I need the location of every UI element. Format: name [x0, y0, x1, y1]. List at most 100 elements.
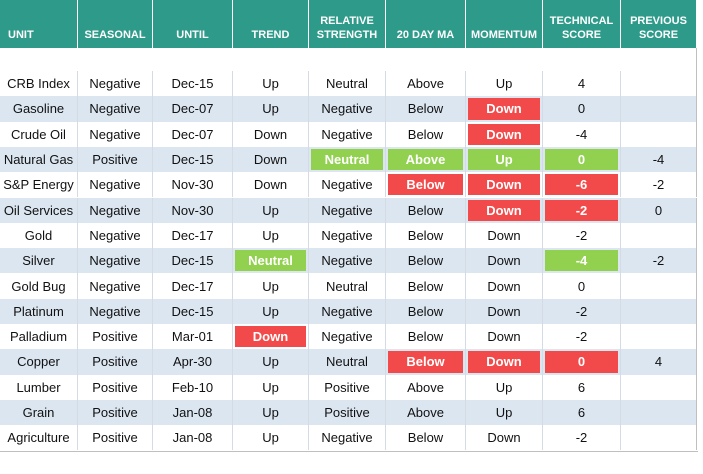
table-cell: Dec-17 — [153, 222, 233, 249]
table-cell: Above — [386, 146, 466, 173]
table-cell: Up — [466, 399, 543, 426]
table-cell: Gasoline — [0, 96, 78, 122]
table-cell: Natural Gas — [0, 146, 78, 173]
table-cell: Platinum — [0, 298, 78, 324]
table-cell: Positive — [78, 374, 153, 400]
table-cell: Neutral — [309, 146, 386, 173]
table-cell: Up — [233, 399, 309, 426]
table-cell: CRB Index — [0, 71, 78, 97]
table-cell: Down — [233, 324, 309, 350]
column-header: UNTIL — [153, 0, 233, 48]
table-cell: Mar-01 — [153, 324, 233, 350]
table-cell: Nov-30 — [153, 172, 233, 198]
table-cell: Positive — [309, 374, 386, 400]
table-cell: Negative — [309, 121, 386, 147]
column-header: SEASONAL — [78, 0, 153, 48]
table-cell: Apr-30 — [153, 349, 233, 375]
table-cell: Negative — [78, 298, 153, 324]
table-cell: Positive — [78, 425, 153, 451]
table-cell: Silver — [0, 248, 78, 274]
table-cell: Nov-30 — [153, 197, 233, 223]
column-header: PREVIOUS SCORE — [621, 0, 697, 48]
highlight: 0 — [545, 351, 618, 373]
highlight: Neutral — [311, 148, 383, 171]
table-cell: 0 — [543, 349, 621, 375]
table-cell: Down — [233, 172, 309, 198]
table-cell: Negative — [78, 273, 153, 299]
table-cell: Below — [386, 222, 466, 249]
highlight: -2 — [545, 199, 618, 221]
table-cell: Below — [386, 172, 466, 198]
column-header: TREND — [233, 0, 309, 48]
table-cell: Negative — [309, 248, 386, 274]
table-cell: -6 — [543, 172, 621, 198]
table-cell: 0 — [543, 273, 621, 299]
table-cell: Negative — [309, 425, 386, 451]
table-cell: Down — [466, 349, 543, 375]
table-cell: Up — [233, 222, 309, 249]
table-cell — [621, 324, 697, 350]
table-cell: Grain — [0, 399, 78, 426]
highlight: Below — [388, 351, 463, 373]
table-cell: Gold Bug — [0, 273, 78, 299]
table-cell: Jan-08 — [153, 425, 233, 451]
table-cell: Down — [466, 273, 543, 299]
table-cell: Up — [233, 96, 309, 122]
table-cell: Down — [466, 197, 543, 223]
table-cell — [621, 96, 697, 122]
table-cell: -4 — [621, 146, 697, 173]
table-cell: Down — [466, 425, 543, 451]
column-header: 20 DAY MA — [386, 0, 466, 48]
highlight: 0 — [545, 148, 618, 171]
table-cell: Positive — [78, 324, 153, 350]
table-cell: Down — [466, 222, 543, 249]
table-cell: Up — [233, 425, 309, 451]
table-cell — [621, 71, 697, 97]
table-cell: Below — [386, 349, 466, 375]
table-cell: Up — [466, 146, 543, 173]
table-cell: Negative — [309, 324, 386, 350]
table-cell — [621, 399, 697, 426]
table-cell: Below — [386, 425, 466, 451]
table-cell: 4 — [621, 349, 697, 375]
highlight: Above — [388, 148, 463, 171]
table-cell: Crude Oil — [0, 121, 78, 147]
table-cell: Up — [466, 374, 543, 400]
table-cell: Below — [386, 248, 466, 274]
table-cell: Neutral — [309, 273, 386, 299]
table-cell: -2 — [543, 324, 621, 350]
column-header: RELATIVE STRENGTH — [309, 0, 386, 48]
table-cell: Neutral — [309, 71, 386, 97]
table-cell: Dec-07 — [153, 96, 233, 122]
table-cell: Dec-17 — [153, 273, 233, 299]
table-cell: Below — [386, 324, 466, 350]
table-cell: Positive — [309, 399, 386, 426]
table-cell: Below — [386, 96, 466, 122]
spacer-row — [0, 48, 697, 71]
highlight: Down — [468, 351, 540, 373]
table-cell: Negative — [309, 222, 386, 249]
table-cell: -2 — [543, 425, 621, 451]
table-cell: Negative — [78, 172, 153, 198]
highlight: Neutral — [235, 250, 306, 272]
table-cell: -2 — [543, 222, 621, 249]
table-cell: Negative — [78, 71, 153, 97]
highlight: Down — [468, 123, 540, 145]
table-cell: -4 — [543, 248, 621, 274]
table-cell: Above — [386, 374, 466, 400]
table-cell: -2 — [621, 172, 697, 198]
table-cell: Dec-07 — [153, 121, 233, 147]
table-cell — [621, 425, 697, 451]
table-cell: Negative — [78, 197, 153, 223]
column-header: UNIT — [0, 0, 78, 48]
table-cell: Negative — [309, 298, 386, 324]
table-cell: -2 — [543, 197, 621, 223]
column-header: MOMENTUM — [466, 0, 543, 48]
table-cell: Down — [466, 324, 543, 350]
table-cell: Negative — [78, 121, 153, 147]
highlight: Down — [468, 199, 540, 221]
table-cell: Negative — [309, 197, 386, 223]
table-cell — [621, 298, 697, 324]
table-cell: Down — [466, 172, 543, 198]
table-cell: Up — [466, 71, 543, 97]
